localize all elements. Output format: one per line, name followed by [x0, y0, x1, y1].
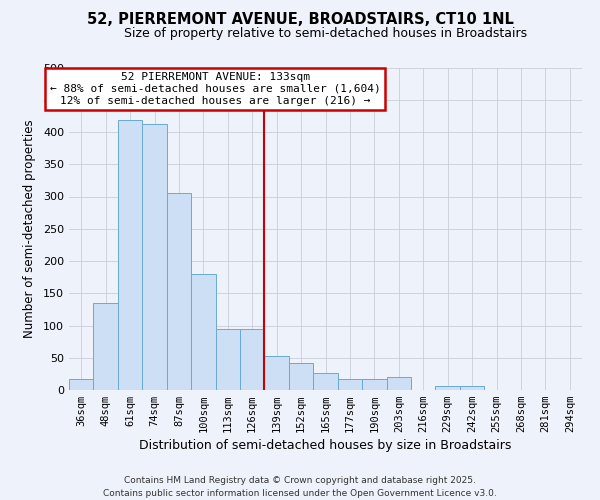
Text: Contains HM Land Registry data © Crown copyright and database right 2025.
Contai: Contains HM Land Registry data © Crown c… — [103, 476, 497, 498]
Bar — [386, 377, 411, 390]
Bar — [191, 274, 215, 390]
Bar — [215, 328, 240, 390]
Bar — [338, 379, 362, 390]
Title: Size of property relative to semi-detached houses in Broadstairs: Size of property relative to semi-detach… — [124, 27, 527, 40]
Bar — [69, 379, 94, 390]
Text: 52 PIERREMONT AVENUE: 133sqm
← 88% of semi-detached houses are smaller (1,604)
1: 52 PIERREMONT AVENUE: 133sqm ← 88% of se… — [50, 72, 380, 106]
Bar — [118, 120, 142, 390]
Bar — [362, 379, 386, 390]
Bar — [167, 194, 191, 390]
Bar — [142, 124, 167, 390]
Y-axis label: Number of semi-detached properties: Number of semi-detached properties — [23, 120, 36, 338]
Bar — [460, 386, 484, 390]
X-axis label: Distribution of semi-detached houses by size in Broadstairs: Distribution of semi-detached houses by … — [139, 440, 512, 452]
Bar — [94, 303, 118, 390]
Text: 52, PIERREMONT AVENUE, BROADSTAIRS, CT10 1NL: 52, PIERREMONT AVENUE, BROADSTAIRS, CT10… — [86, 12, 514, 28]
Bar — [240, 328, 265, 390]
Bar — [313, 373, 338, 390]
Bar — [436, 386, 460, 390]
Bar — [265, 356, 289, 390]
Bar — [289, 363, 313, 390]
